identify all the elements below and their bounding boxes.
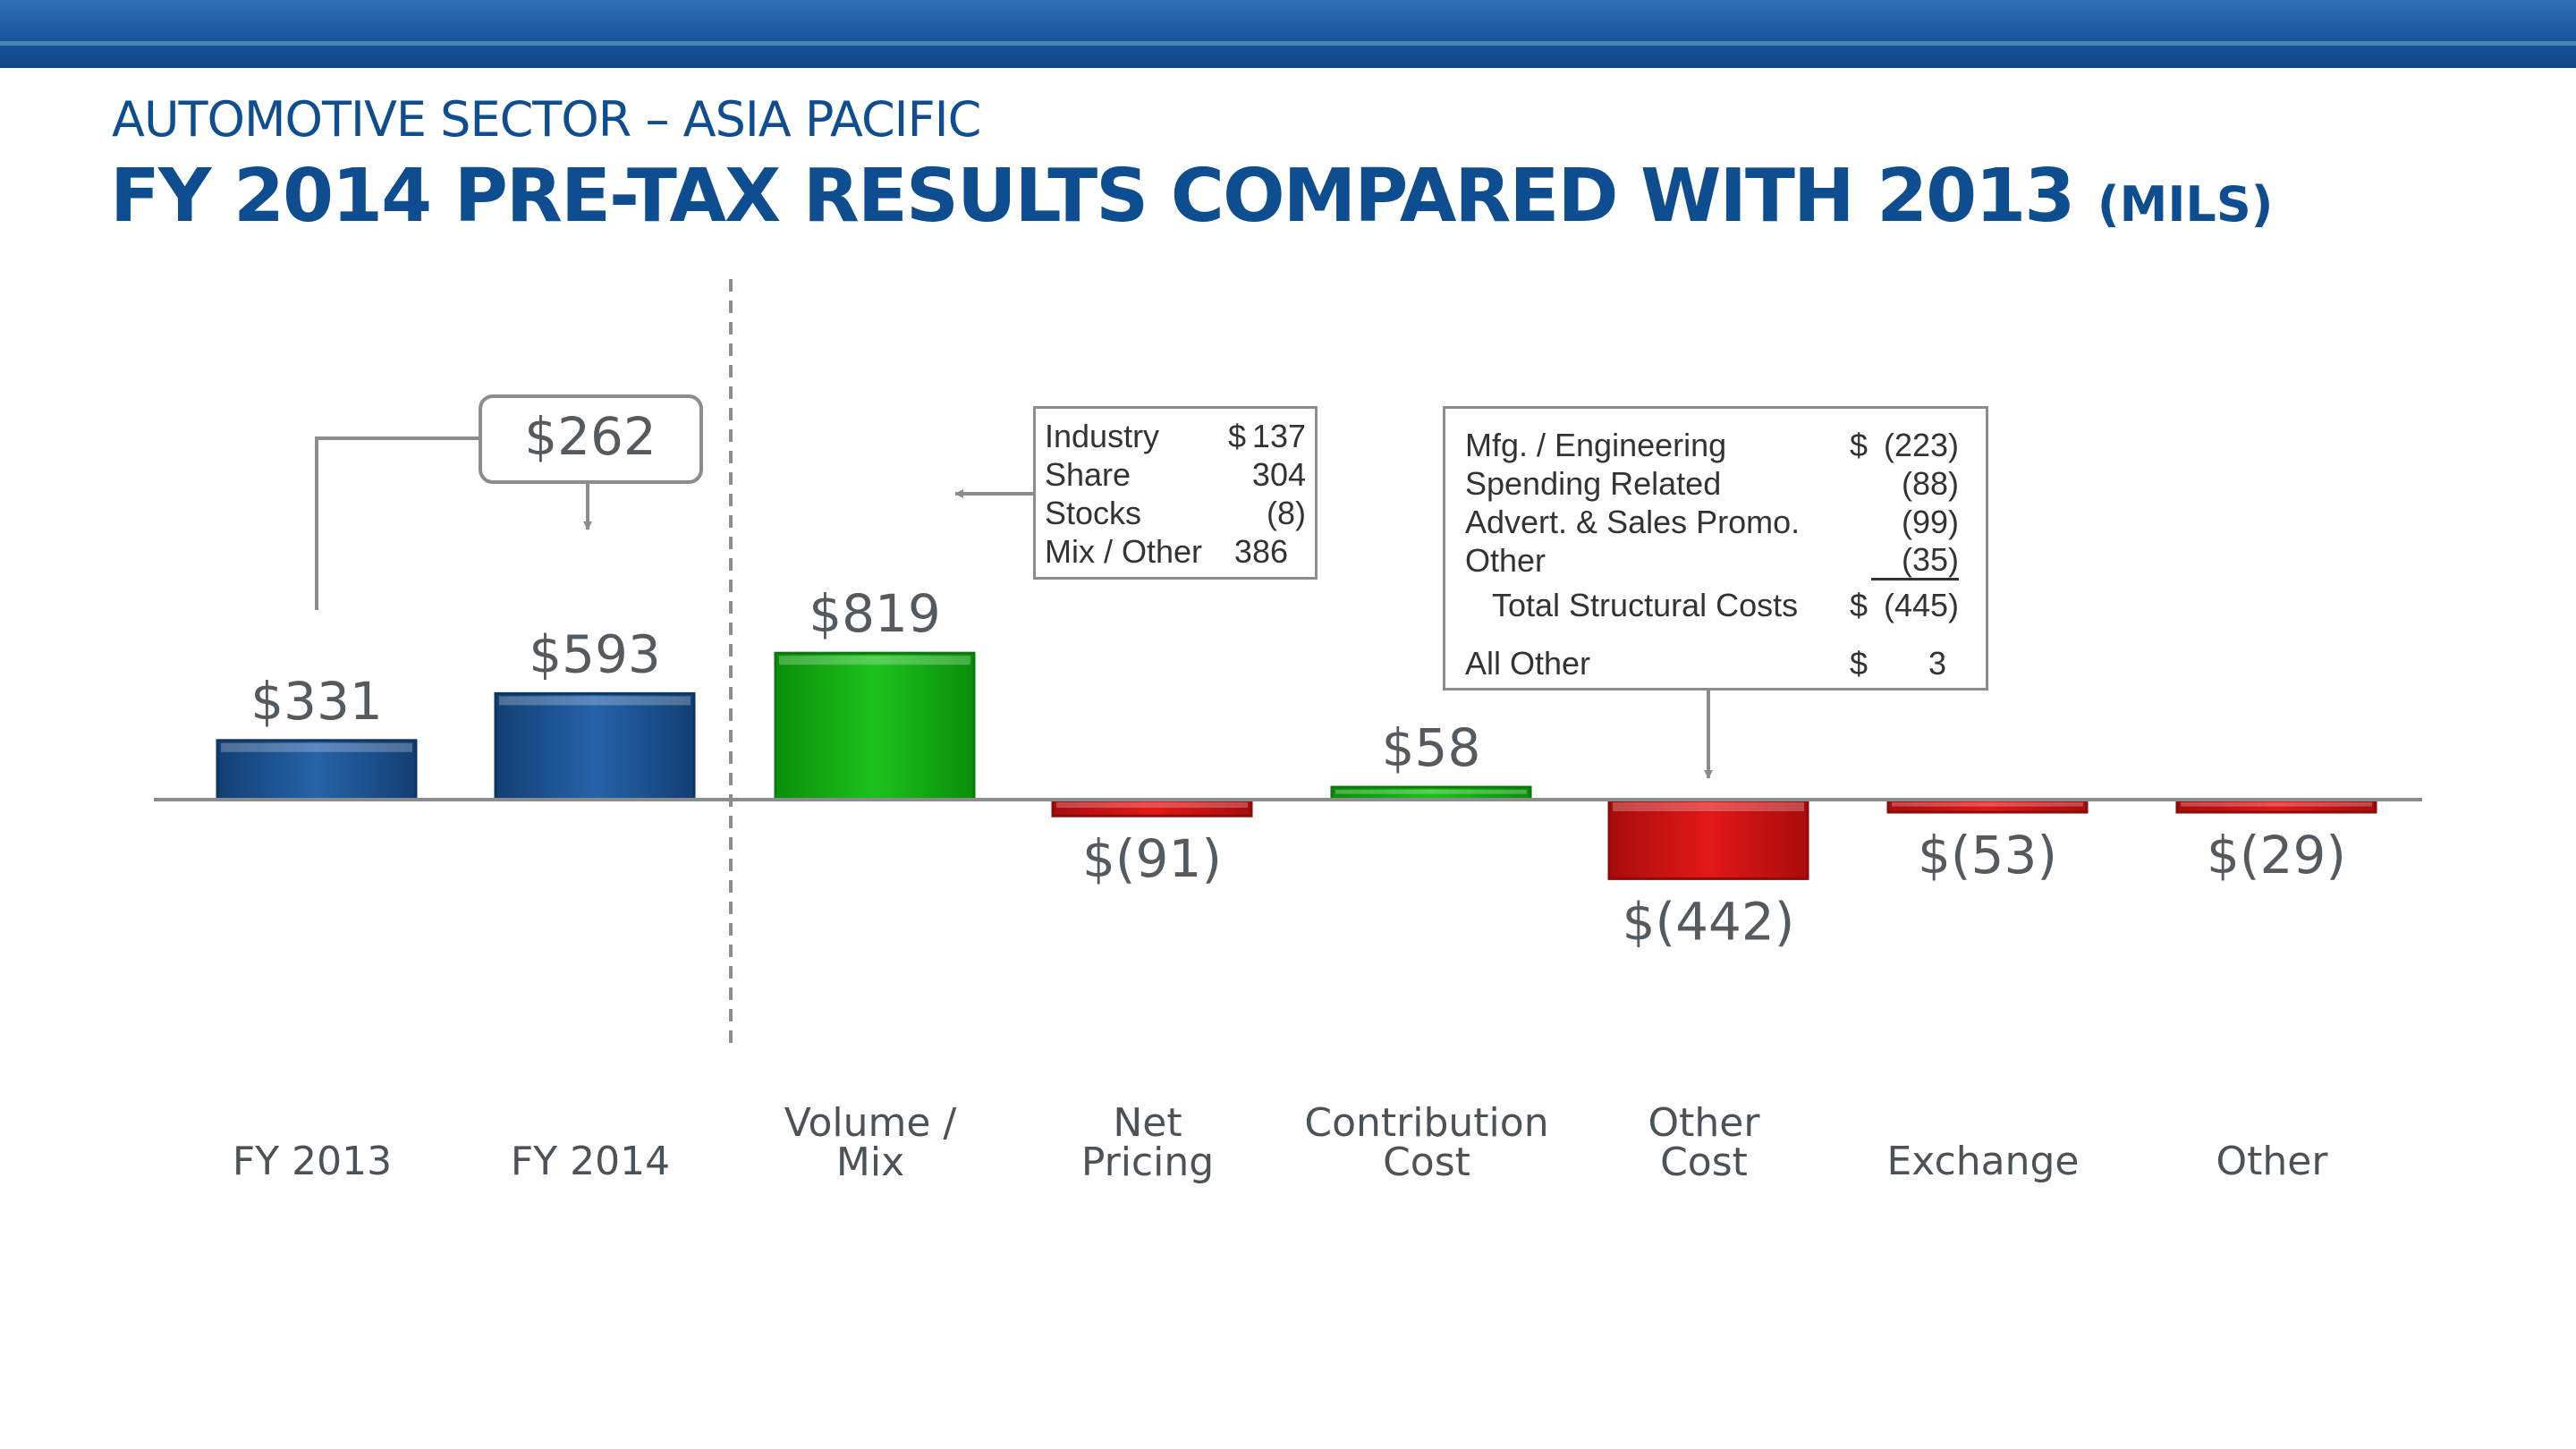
category-label-other: Other [2216, 1139, 2329, 1184]
bar-highlight-fy-2014 [499, 696, 691, 706]
category-label-line: Pricing [1081, 1140, 1214, 1185]
slide-title: FY 2014 PRE-TAX RESULTS COMPARED WITH 20… [110, 154, 2273, 239]
bar-highlight-other [2181, 802, 2372, 807]
bar-highlight-contribution-cost [1335, 790, 1527, 794]
breakdown-value: (88) [1901, 465, 1959, 502]
category-label-line: Exchange [1887, 1139, 2080, 1184]
category-label-contribution-cost: Contribution Cost [1304, 1100, 1548, 1185]
category-label-line: Contribution [1304, 1100, 1548, 1146]
volume-mix-breakdown-box: Industry $ 137 Share 304 Stocks (8) Mix … [1033, 406, 1318, 580]
bar-volume-mix [774, 651, 976, 801]
header-bar [0, 0, 2576, 68]
value-label-fy-2013: $331 [250, 671, 383, 732]
breakdown-label: Spending Related [1465, 465, 1722, 502]
category-label-net-pricing: Net Pricing [1081, 1100, 1214, 1185]
bar-net-pricing [1051, 798, 1253, 818]
value-label-contribution-cost: $58 [1382, 717, 1481, 778]
breakdown-row-spending-related: Spending Related (88) [1465, 465, 1959, 503]
breakdown-label: Advert. & Sales Promo. [1465, 504, 1801, 540]
breakdown-value: 3 [1928, 645, 1946, 682]
value-label-fy-2014: $593 [529, 623, 661, 684]
breakdown-row-mfg-engineering: Mfg. / Engineering $ (223) [1465, 427, 1959, 464]
slide-title-text: FY 2014 PRE-TAX RESULTS COMPARED WITH 20… [110, 154, 2075, 239]
breakdown-row-all-other: All Other $ 3 [1465, 645, 1959, 682]
category-label-line: Other [2216, 1139, 2329, 1184]
breakdown-value: (223) [1883, 427, 1959, 463]
change-callout-label: $262 [524, 406, 657, 467]
breakdown-value: 386 [1233, 533, 1288, 570]
category-label-fy-2013: FY 2013 [233, 1139, 392, 1184]
value-label-volume-mix: $819 [809, 583, 941, 644]
breakdown-row-stocks: Stocks (8) [1045, 495, 1306, 532]
bars-group [216, 651, 2377, 880]
change-connector-line [315, 436, 480, 610]
breakdown-row-advert-sales-promo: Advert. & Sales Promo. (99) [1465, 504, 1959, 541]
category-label-fy-2014: FY 2014 [511, 1139, 670, 1184]
value-labels-group: $331 $593 $819 $(91) $58 $(442) $(53) $(29) [250, 583, 2346, 952]
category-label-line: Net [1113, 1100, 1182, 1146]
value-label-other-cost: $(442) [1623, 891, 1795, 952]
slide-title-units: (MILS) [2097, 176, 2274, 233]
breakdown-label: Other [1465, 542, 1546, 579]
breakdown-row-share: Share 304 [1045, 456, 1306, 494]
breakdown-label: Total Structural Costs [1492, 587, 1799, 623]
breakdown-row-total-structural: Total Structural Costs $ (445) [1465, 587, 1959, 624]
breakdown-row-mix-other: Mix / Other 386 [1045, 533, 1306, 571]
breakdown-label: Stocks [1045, 495, 1142, 531]
category-label-volume-mix: Volume / Mix [784, 1100, 957, 1185]
other-cost-breakdown-box: Mfg. / Engineering $ (223) Spending Rela… [1443, 406, 1988, 691]
category-label-line: Cost [1660, 1140, 1748, 1185]
category-label-line: Cost [1383, 1140, 1470, 1185]
value-label-exchange: $(53) [1918, 825, 2057, 886]
breakdown-label: Industry [1045, 418, 1160, 454]
breakdown-row-industry: Industry $ 137 [1045, 418, 1306, 455]
breakdown-label: Mfg. / Engineering [1465, 427, 1727, 463]
breakdown-value: 304 [1251, 456, 1306, 493]
bar-highlight-volume-mix [779, 656, 970, 665]
breakdown-label: Share [1045, 456, 1131, 493]
breakdown-value: (8) [1267, 495, 1306, 531]
breakdown-value: (99) [1901, 504, 1959, 540]
category-label-line: FY 2013 [233, 1139, 392, 1184]
breakdown-currency: $ [1850, 645, 1868, 682]
slide-subtitle: AUTOMOTIVE SECTOR – ASIA PACIFIC [112, 91, 981, 148]
category-label-line: FY 2014 [511, 1139, 670, 1184]
breakdown-currency: $ [1228, 418, 1247, 454]
category-label-line: Volume / [784, 1100, 957, 1146]
category-label-exchange: Exchange [1887, 1139, 2080, 1184]
breakdown-value: (445) [1883, 587, 1959, 623]
x-labels-group: FY 2013 FY 2014 Volume / Mix Net Pricing Contr… [233, 1100, 2328, 1185]
bar-highlight-fy-2013 [221, 742, 412, 752]
bar-highlight-exchange [1892, 802, 2083, 807]
bar-other-cost [1607, 798, 1809, 880]
value-label-other: $(29) [2207, 825, 2346, 886]
breakdown-currency: $ [1850, 427, 1868, 463]
breakdown-row-other: Other (35) [1465, 542, 1959, 580]
bar-fy-2014 [494, 691, 696, 801]
breakdown-value: (35) [1870, 542, 1959, 580]
breakdown-label: Mix / Other [1045, 533, 1203, 570]
bar-highlight-other-cost [1613, 802, 1804, 811]
breakdown-value: 137 [1251, 418, 1306, 454]
category-label-line: Other [1648, 1100, 1761, 1146]
category-label-line: Mix [836, 1140, 904, 1185]
breakdown-label: All Other [1465, 645, 1591, 682]
bar-highlight-net-pricing [1056, 802, 1248, 809]
value-label-net-pricing: $(91) [1082, 828, 1222, 889]
category-label-other-cost: Other Cost [1648, 1100, 1761, 1185]
breakdown-currency: $ [1850, 587, 1868, 623]
